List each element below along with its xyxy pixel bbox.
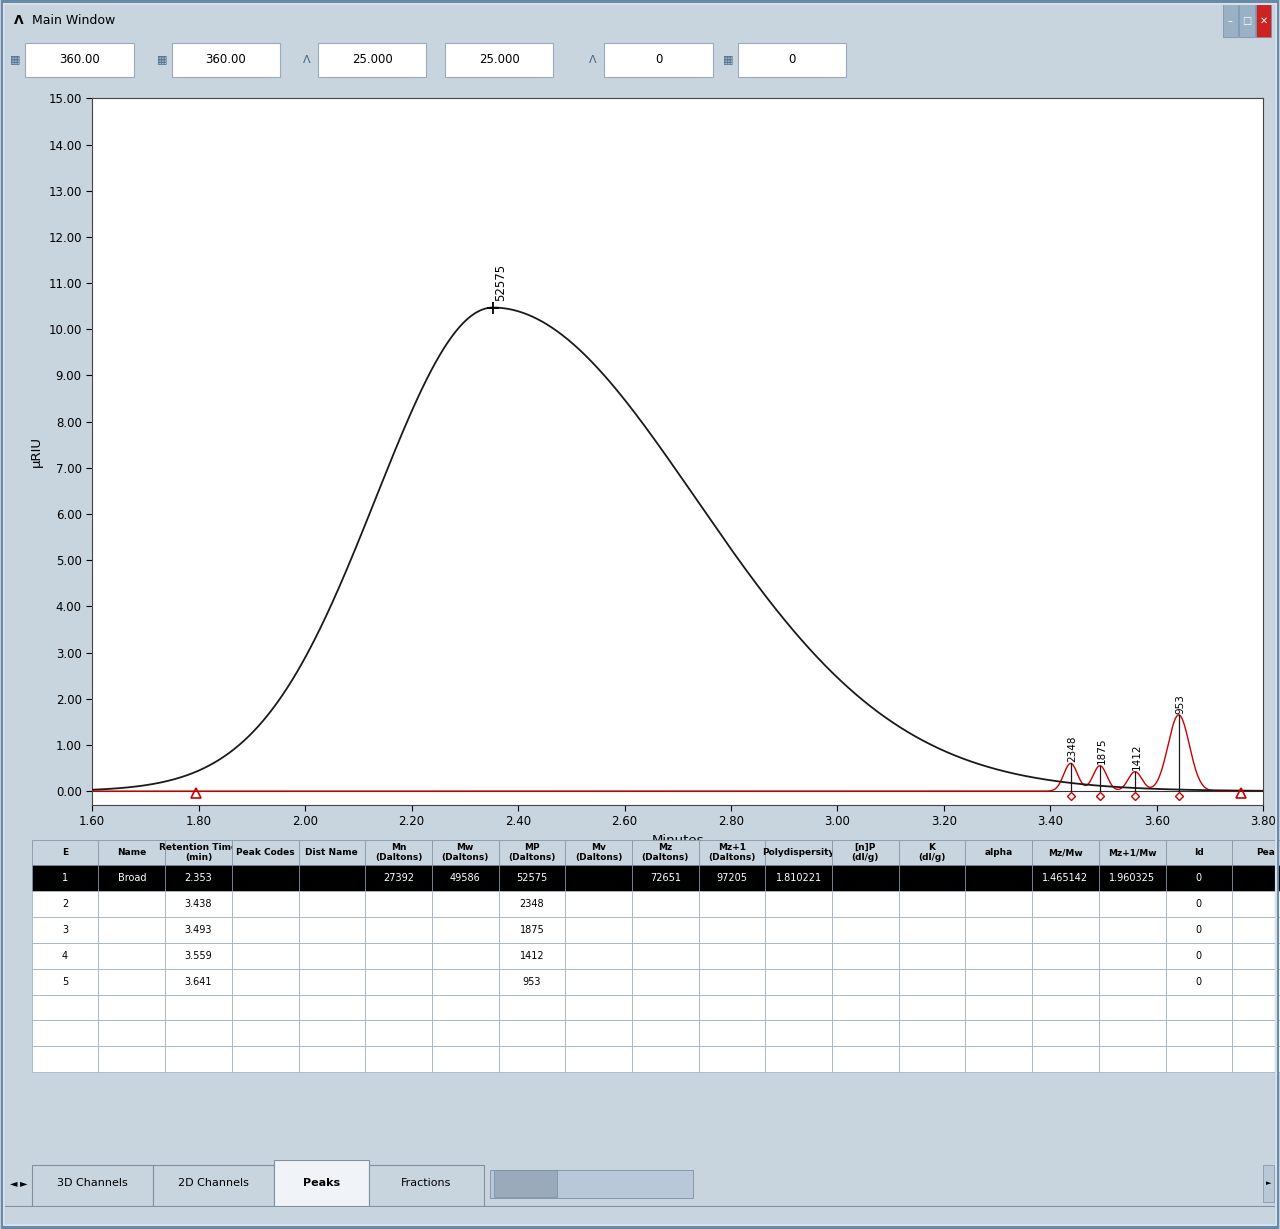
- Text: –: –: [1228, 16, 1233, 26]
- Text: Λ: Λ: [303, 54, 311, 65]
- Bar: [1256, 5, 1271, 38]
- Text: 953: 953: [1175, 693, 1185, 714]
- Bar: [604, 43, 713, 76]
- X-axis label: Minutes: Minutes: [652, 834, 704, 847]
- Bar: [26, 43, 133, 76]
- Text: 0: 0: [788, 53, 796, 66]
- Bar: [1222, 5, 1238, 38]
- Text: 1412: 1412: [1132, 744, 1142, 771]
- Text: ►: ►: [20, 1179, 28, 1188]
- Text: Fractions: Fractions: [401, 1177, 452, 1187]
- Text: ✕: ✕: [1260, 16, 1267, 26]
- Bar: [32, 1165, 152, 1207]
- Text: 1875: 1875: [1097, 737, 1106, 764]
- Y-axis label: μRIU: μRIU: [29, 436, 42, 467]
- Text: 360.00: 360.00: [59, 53, 100, 66]
- Text: ▦: ▦: [156, 54, 166, 65]
- Text: ►: ►: [1266, 1181, 1271, 1186]
- Bar: [369, 1165, 484, 1207]
- Bar: [445, 43, 553, 76]
- Text: 25.000: 25.000: [352, 53, 393, 66]
- Bar: [172, 43, 280, 76]
- Text: ◄: ◄: [10, 1179, 18, 1188]
- Text: ▦: ▦: [723, 54, 733, 65]
- Text: ▦: ▦: [10, 54, 20, 65]
- Bar: [1263, 1165, 1274, 1202]
- Text: □: □: [1243, 16, 1252, 26]
- Text: 52575: 52575: [494, 263, 507, 301]
- Bar: [1239, 5, 1254, 38]
- Bar: [739, 43, 846, 76]
- Text: 3D Channels: 3D Channels: [56, 1177, 128, 1187]
- Text: Main Window: Main Window: [32, 15, 115, 27]
- Text: 0: 0: [655, 53, 662, 66]
- Text: Peaks: Peaks: [303, 1177, 340, 1187]
- Bar: [152, 1165, 274, 1207]
- Bar: [494, 1170, 557, 1197]
- Text: 2D Channels: 2D Channels: [178, 1177, 248, 1187]
- Bar: [274, 1160, 369, 1207]
- Text: 360.00: 360.00: [206, 53, 246, 66]
- Text: 25.000: 25.000: [479, 53, 520, 66]
- Bar: [490, 1170, 694, 1197]
- Text: 2348: 2348: [1068, 735, 1078, 762]
- Text: Λ: Λ: [14, 15, 23, 27]
- Bar: [319, 43, 426, 76]
- Text: Λ: Λ: [589, 54, 596, 65]
